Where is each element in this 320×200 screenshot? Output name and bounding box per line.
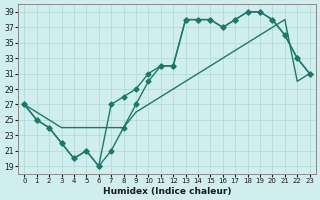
X-axis label: Humidex (Indice chaleur): Humidex (Indice chaleur) [103, 187, 231, 196]
